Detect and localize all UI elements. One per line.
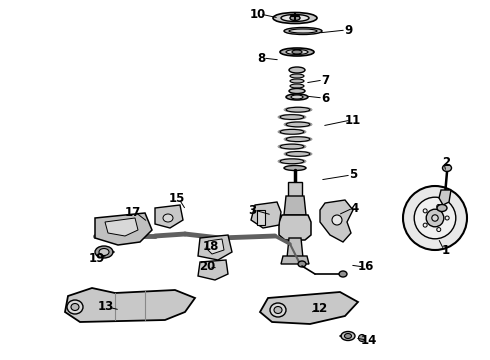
Text: 4: 4 xyxy=(351,202,359,215)
Ellipse shape xyxy=(286,137,310,141)
Ellipse shape xyxy=(278,114,306,120)
Ellipse shape xyxy=(284,136,312,142)
Ellipse shape xyxy=(286,122,310,127)
Ellipse shape xyxy=(423,209,427,213)
Ellipse shape xyxy=(286,107,310,112)
Ellipse shape xyxy=(359,334,366,342)
Ellipse shape xyxy=(426,209,444,227)
Text: 17: 17 xyxy=(125,206,141,219)
Ellipse shape xyxy=(163,214,173,222)
Text: 16: 16 xyxy=(358,261,374,274)
Polygon shape xyxy=(439,190,451,205)
Polygon shape xyxy=(105,218,138,236)
Ellipse shape xyxy=(273,13,317,23)
Ellipse shape xyxy=(280,129,304,134)
Ellipse shape xyxy=(284,122,312,127)
Ellipse shape xyxy=(344,333,351,338)
Text: 12: 12 xyxy=(312,302,328,315)
Ellipse shape xyxy=(289,89,305,94)
Ellipse shape xyxy=(290,15,300,21)
Ellipse shape xyxy=(281,14,309,22)
Ellipse shape xyxy=(278,158,306,164)
Polygon shape xyxy=(281,256,309,264)
Ellipse shape xyxy=(284,107,312,112)
Ellipse shape xyxy=(270,303,286,317)
Polygon shape xyxy=(65,288,195,322)
Ellipse shape xyxy=(290,79,304,83)
Ellipse shape xyxy=(289,67,305,73)
Ellipse shape xyxy=(284,151,312,157)
Ellipse shape xyxy=(403,186,467,250)
Ellipse shape xyxy=(286,49,308,54)
Ellipse shape xyxy=(423,223,427,227)
Text: 6: 6 xyxy=(321,91,329,104)
Polygon shape xyxy=(287,238,303,258)
Text: 3: 3 xyxy=(248,203,256,216)
Ellipse shape xyxy=(341,332,355,341)
Polygon shape xyxy=(198,260,228,280)
Ellipse shape xyxy=(437,204,447,211)
Polygon shape xyxy=(284,196,306,215)
Text: 8: 8 xyxy=(257,51,265,64)
Ellipse shape xyxy=(274,306,282,314)
Ellipse shape xyxy=(290,84,304,88)
Text: 20: 20 xyxy=(199,261,215,274)
Ellipse shape xyxy=(445,216,449,220)
Ellipse shape xyxy=(71,303,79,310)
Ellipse shape xyxy=(284,27,322,35)
Ellipse shape xyxy=(432,215,438,221)
Text: 11: 11 xyxy=(345,113,361,126)
Ellipse shape xyxy=(332,215,342,225)
Polygon shape xyxy=(95,213,152,245)
Text: 7: 7 xyxy=(321,73,329,86)
Ellipse shape xyxy=(278,144,306,149)
Ellipse shape xyxy=(339,271,347,277)
Ellipse shape xyxy=(437,228,441,231)
Ellipse shape xyxy=(290,74,304,78)
Polygon shape xyxy=(251,202,281,228)
Text: 2: 2 xyxy=(442,157,450,170)
Text: 13: 13 xyxy=(98,301,114,314)
Ellipse shape xyxy=(292,50,302,54)
Text: 15: 15 xyxy=(169,193,185,206)
Polygon shape xyxy=(260,292,358,324)
Text: 5: 5 xyxy=(349,168,357,181)
Text: 18: 18 xyxy=(203,240,219,253)
Polygon shape xyxy=(288,182,302,197)
Ellipse shape xyxy=(99,248,109,256)
Ellipse shape xyxy=(291,95,303,99)
Text: 10: 10 xyxy=(250,8,266,21)
Polygon shape xyxy=(320,200,353,242)
Text: 19: 19 xyxy=(89,252,105,265)
Ellipse shape xyxy=(67,300,83,314)
Ellipse shape xyxy=(284,166,306,171)
Text: 9: 9 xyxy=(344,23,352,36)
Ellipse shape xyxy=(442,165,451,171)
Polygon shape xyxy=(279,215,311,240)
Ellipse shape xyxy=(95,246,113,258)
Ellipse shape xyxy=(286,152,310,156)
Ellipse shape xyxy=(298,261,306,267)
Polygon shape xyxy=(155,205,183,228)
Text: 14: 14 xyxy=(361,333,377,346)
Ellipse shape xyxy=(280,159,304,164)
Ellipse shape xyxy=(289,29,317,33)
Ellipse shape xyxy=(280,48,314,56)
Ellipse shape xyxy=(414,197,456,239)
Polygon shape xyxy=(257,210,265,225)
Ellipse shape xyxy=(280,115,304,120)
Ellipse shape xyxy=(278,129,306,135)
Polygon shape xyxy=(198,235,232,260)
Polygon shape xyxy=(206,239,224,254)
Ellipse shape xyxy=(437,204,441,208)
Ellipse shape xyxy=(286,94,308,100)
Text: 1: 1 xyxy=(442,243,450,256)
Ellipse shape xyxy=(280,144,304,149)
